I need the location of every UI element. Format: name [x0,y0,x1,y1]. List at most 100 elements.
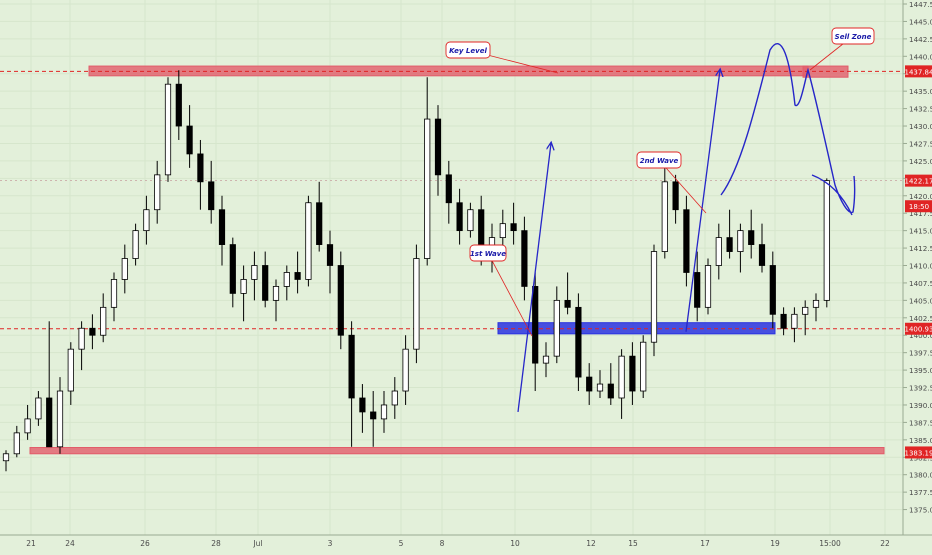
candle-body-bull [802,306,809,315]
time-axis[interactable]: 21 24 26 28 Jul 3 5 8 10 12 15 17 19 15:00 22 [26,539,890,548]
candle-body-bear [726,237,733,252]
y-tick-label: 1385.00 [909,436,932,445]
candle-body-bull [542,355,550,364]
candle-body-bull [164,83,172,176]
y-tick-label: 1375.00 [909,506,932,515]
candle [283,265,290,301]
y-tick-label: 1440.00 [909,52,932,61]
candle-body-bull [283,272,290,287]
candle [218,195,226,266]
zone-support [29,447,885,455]
candle-body-bear [337,265,344,336]
callout-text: Sell Zone [835,33,872,41]
y-tick-label: 1412.50 [909,244,932,253]
candle [456,188,463,245]
price-axis[interactable]: 1447.501445.001442.501440.001437.501435.… [903,0,932,515]
y-tick-label: 1387.50 [909,418,932,427]
callout-key-level[interactable]: Key Level [445,41,559,74]
candle [715,223,722,280]
candle-body-bull [812,299,820,308]
candle-body-bull [24,418,31,434]
y-tick-label: 1395.00 [909,366,932,375]
y-tick-label: 1380.00 [909,471,932,480]
candle [337,251,344,350]
candle-body-bull [499,223,506,239]
candle [294,251,301,294]
x-tick-label: 22 [880,539,890,548]
candle-body-bull [823,180,830,301]
candle [154,160,161,224]
candle-body-bull [715,237,722,266]
candle-body-bear [186,125,193,155]
x-tick-label: 12 [586,539,596,548]
y-tick-label: 1392.50 [909,384,932,393]
candle [208,160,215,224]
y-tick-label: 1447.50 [909,0,932,9]
candle-body-bull [100,306,107,336]
candle [13,425,20,458]
callout-1st-wave[interactable]: 1st Wave [469,244,533,337]
callout-sell-zone[interactable]: Sell Zone [809,27,875,71]
y-tick-label: 1390.00 [909,401,932,410]
candle-body-bull [596,383,604,392]
candle [272,279,280,322]
candle [586,363,593,405]
candle-body-bear [758,244,766,266]
callout-2nd-wave[interactable]: 2nd Wave [636,151,707,214]
candle [672,174,679,224]
candle-body-bear [175,83,182,127]
candle-body-bear [46,397,53,448]
x-tick-label: 21 [26,539,36,548]
x-tick-label: 19 [770,539,780,548]
price-label: 1383.19 [905,446,932,459]
candle [132,223,139,266]
price-label-text: 1437.84 [905,68,932,76]
price-label-text: 1383.19 [905,449,932,457]
candle [143,195,150,245]
candle [769,251,776,329]
candle [596,370,604,398]
x-tick-label: 17 [700,539,710,548]
candle [661,167,668,259]
candle [316,181,323,252]
candle-body-bear [294,272,301,280]
y-tick-label: 1435.00 [909,87,932,96]
candle [100,293,107,343]
candle [251,251,258,301]
x-tick-label: 15:00 [819,539,841,548]
price-label-bg [905,174,932,187]
candle [391,377,398,419]
candle [445,160,452,224]
candle-body-bull [78,327,85,350]
candle [56,377,64,454]
candle [348,321,355,447]
y-tick-label: 1445.00 [909,17,932,26]
candle [542,342,550,378]
y-tick-label: 1400.00 [909,331,932,340]
candle-body-bear [208,181,215,211]
y-tick-label: 1430.00 [909,122,932,131]
candle [640,335,647,398]
candle-body-bear [348,334,355,399]
candle [737,223,744,273]
candle-body-bear [607,383,614,399]
candle-body-bull [251,265,258,280]
candle-body-bear [510,223,517,232]
candle-body-bull [413,258,420,350]
candle-body-bull [121,258,128,280]
candle [413,244,420,364]
price-label: 1400.93 [905,322,932,335]
wave-drawings [517,43,856,413]
candle-body-bear [197,153,204,183]
annotations: Key Level Sell Zone 2nd Wave 1st Wave [445,27,875,337]
candle [262,251,269,308]
candle [467,202,474,238]
callout-box [469,244,507,262]
price-label-bg [905,65,932,78]
x-tick-label: 24 [65,539,75,548]
y-tick-label: 1427.50 [909,139,932,148]
x-tick-label: 26 [140,539,150,548]
price-label-text: 1400.93 [905,326,932,334]
